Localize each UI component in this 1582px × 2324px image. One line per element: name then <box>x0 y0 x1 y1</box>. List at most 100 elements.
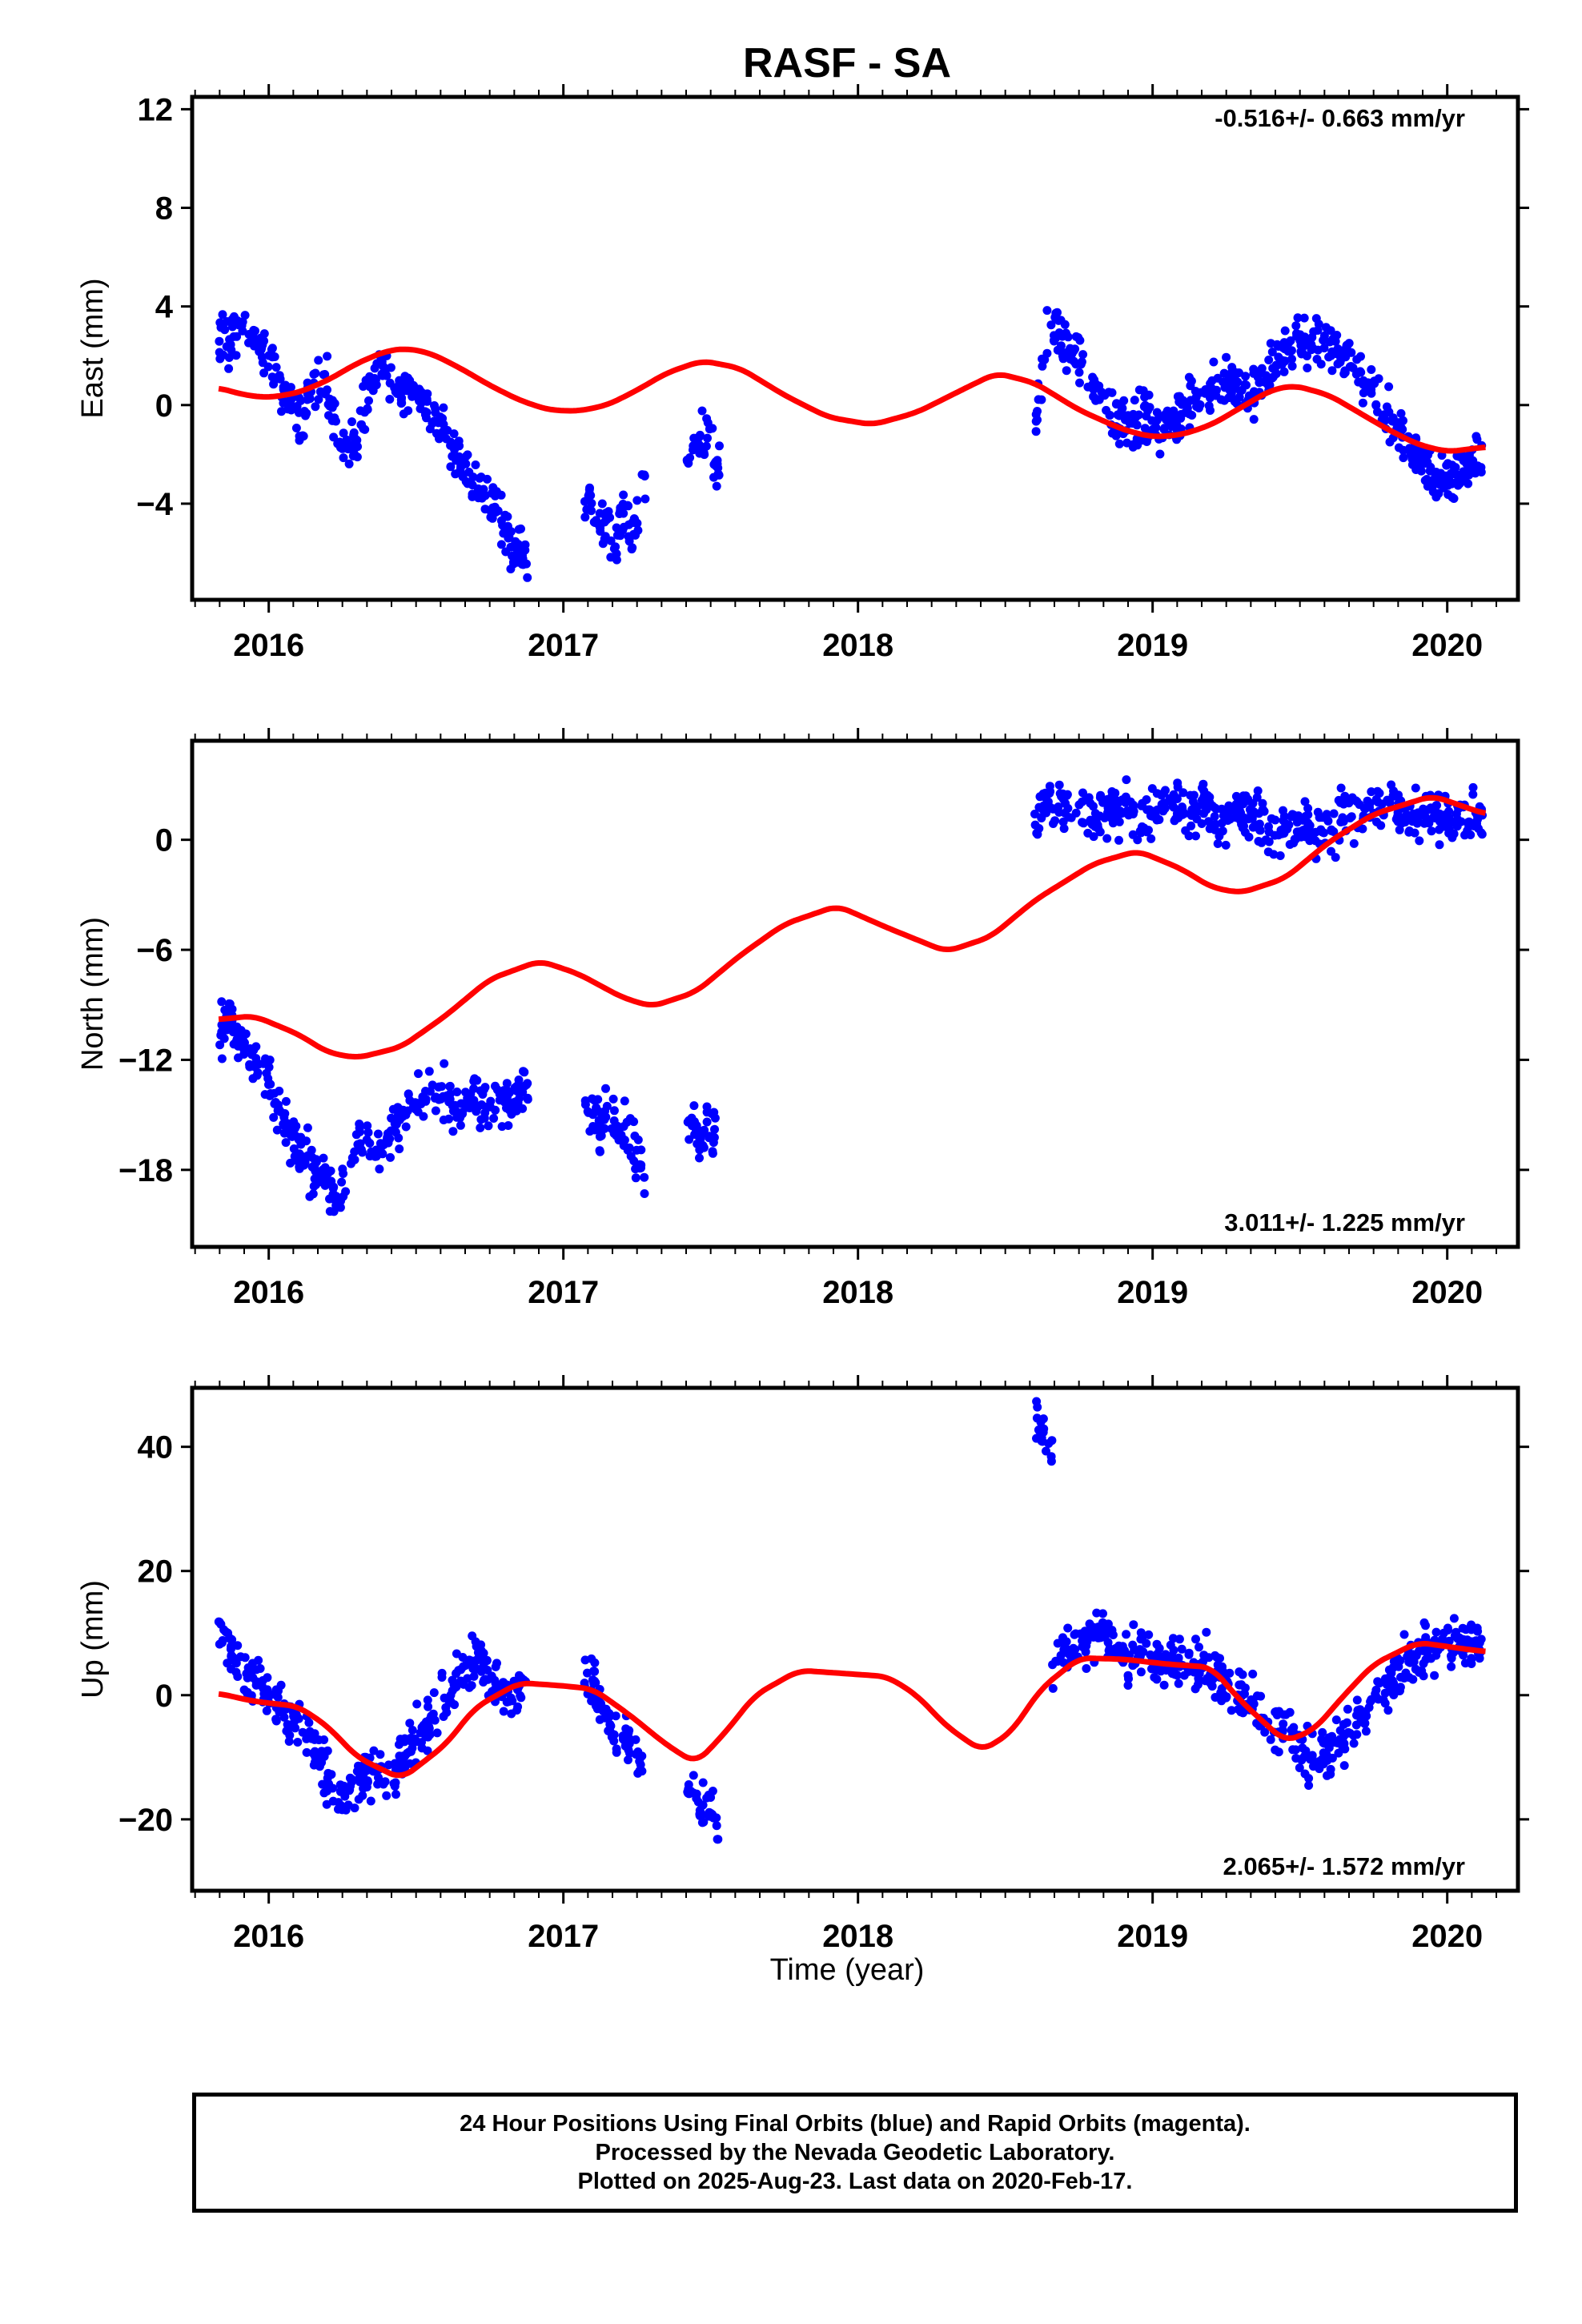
data-point <box>221 1627 231 1637</box>
data-point <box>523 573 532 582</box>
data-point <box>1358 824 1367 834</box>
data-point <box>507 1709 516 1719</box>
data-point <box>509 559 519 569</box>
data-point <box>439 1712 448 1721</box>
data-point <box>281 1138 291 1148</box>
data-point <box>709 460 719 469</box>
data-point <box>624 1755 632 1765</box>
data-point <box>694 432 704 442</box>
data-point <box>405 1719 415 1728</box>
data-point <box>504 1697 513 1707</box>
data-point <box>698 1129 708 1139</box>
data-point <box>1274 352 1283 362</box>
data-point <box>385 395 395 404</box>
data-point <box>1395 825 1404 834</box>
data-point <box>1225 379 1235 388</box>
data-point <box>315 387 325 396</box>
data-point <box>352 452 362 462</box>
data-point <box>437 1668 447 1678</box>
y-tick-label: −6 <box>136 933 173 968</box>
data-point <box>1221 840 1231 850</box>
data-point <box>1085 1619 1094 1629</box>
data-point <box>307 1145 316 1155</box>
data-point <box>1463 826 1472 835</box>
data-point <box>1340 1744 1350 1754</box>
data-point <box>355 1124 364 1133</box>
data-point <box>237 1041 247 1051</box>
data-point <box>1447 1662 1456 1671</box>
data-point <box>620 1136 629 1145</box>
data-point <box>281 380 291 390</box>
data-point <box>220 1005 230 1015</box>
data-point <box>1421 1621 1430 1630</box>
data-point <box>1041 793 1050 802</box>
data-point <box>1191 387 1200 396</box>
data-point <box>1303 364 1312 372</box>
data-point <box>264 1080 273 1089</box>
data-point <box>445 1082 455 1092</box>
data-point <box>488 503 497 513</box>
data-point <box>1128 810 1138 818</box>
data-point <box>383 1136 392 1145</box>
data-point <box>275 374 284 384</box>
data-point <box>461 452 471 461</box>
data-point <box>697 1141 707 1151</box>
data-point <box>1447 493 1457 502</box>
data-point <box>1356 352 1365 361</box>
data-point <box>592 1103 601 1112</box>
data-point <box>1205 824 1215 834</box>
data-point <box>1375 789 1384 798</box>
data-point <box>523 1093 532 1103</box>
data-point <box>218 1636 227 1645</box>
data-point <box>1130 1645 1139 1655</box>
data-point <box>1467 1620 1476 1630</box>
data-point <box>272 1125 282 1135</box>
data-point <box>1477 830 1487 839</box>
data-point <box>236 319 246 328</box>
data-point <box>446 462 456 472</box>
data-point <box>1263 847 1273 857</box>
model-curve <box>218 346 1486 454</box>
data-point <box>1112 399 1122 408</box>
data-point <box>1331 1738 1340 1747</box>
data-point <box>1373 1677 1383 1687</box>
data-point <box>502 1094 512 1103</box>
data-point <box>612 549 621 558</box>
data-point <box>1315 1764 1324 1774</box>
data-point <box>1140 400 1150 410</box>
data-point <box>267 344 277 353</box>
data-point <box>630 517 640 527</box>
data-point <box>1462 459 1472 468</box>
data-point <box>227 1642 236 1651</box>
data-point <box>1204 817 1214 826</box>
data-point <box>356 1145 366 1154</box>
data-point <box>1293 815 1303 825</box>
data-point <box>1074 800 1084 810</box>
data-point <box>1186 396 1195 405</box>
data-point <box>378 1778 387 1787</box>
data-point <box>1063 1623 1073 1633</box>
data-point <box>259 329 269 339</box>
data-point <box>1363 378 1373 388</box>
data-point <box>365 1139 375 1148</box>
x-tick-label: 2019 <box>1117 1275 1188 1310</box>
model-curve <box>218 794 1487 1059</box>
panels-group: 2016 2017 2018 2019 2020 −4 0 4 8 12 East (mm) -0.5… <box>76 84 1529 1954</box>
model-curve <box>218 1641 1486 1779</box>
plot-frame <box>190 738 1520 1249</box>
data-point <box>405 380 414 389</box>
data-point <box>1173 413 1182 422</box>
data-point <box>1094 381 1104 391</box>
data-point <box>287 401 297 411</box>
data-point <box>1352 797 1362 806</box>
data-point <box>1280 326 1290 336</box>
data-point <box>631 1735 640 1744</box>
data-point <box>619 1122 628 1132</box>
data-point <box>468 472 478 482</box>
data-point <box>446 437 456 447</box>
x-tick-label: 2016 <box>233 628 304 663</box>
data-point <box>396 399 406 408</box>
data-point <box>587 506 596 516</box>
data-point <box>1306 1755 1315 1764</box>
data-point <box>456 463 465 472</box>
